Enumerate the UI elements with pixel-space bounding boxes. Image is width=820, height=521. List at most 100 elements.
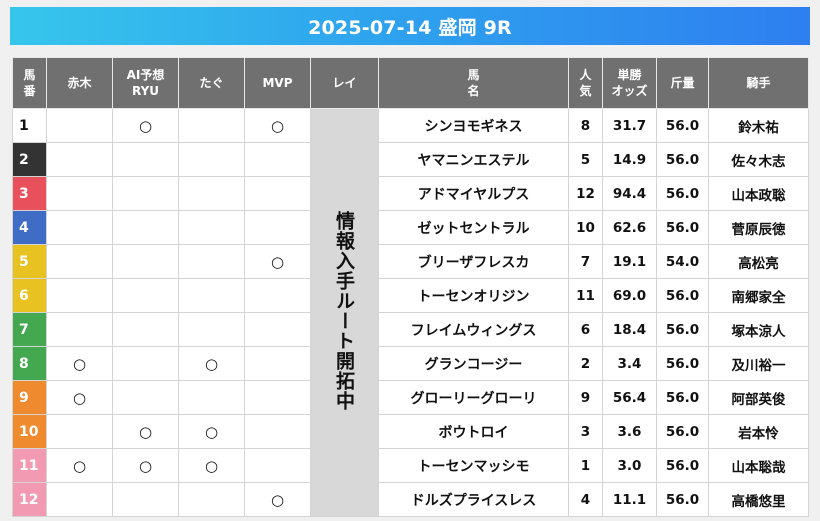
mark-mvp (244, 414, 311, 449)
race-title: 2025-07-14 盛岡 9R (10, 7, 810, 45)
mark-mvp: ○ (244, 244, 311, 279)
carried-weight: 56.0 (656, 142, 709, 177)
carried-weight: 56.0 (656, 448, 709, 483)
mark-tagu (178, 108, 245, 143)
popularity: 5 (568, 142, 603, 177)
win-odds: 3.4 (602, 346, 657, 381)
table-row: 9 ○ グローリーグローリ 9 56.4 56.0 阿部英俊 (12, 380, 809, 415)
mark-mvp: ○ (244, 482, 311, 517)
popularity: 8 (568, 108, 603, 143)
mark-akagi: ○ (46, 346, 113, 381)
header-num: 馬番 (12, 57, 47, 109)
mark-mvp (244, 312, 311, 347)
mark-tagu (178, 312, 245, 347)
mark-ai (112, 142, 179, 177)
carried-weight: 56.0 (656, 108, 709, 143)
header-popularity: 人気 (568, 57, 603, 109)
header-rei: レイ (310, 57, 379, 109)
jockey-name: 山本聡哉 (708, 448, 809, 483)
horse-number: 3 (12, 176, 47, 211)
win-odds: 18.4 (602, 312, 657, 347)
mark-tagu: ○ (178, 448, 245, 483)
mark-ai: ○ (112, 448, 179, 483)
mark-ai (112, 482, 179, 517)
carried-weight: 56.0 (656, 210, 709, 245)
mark-ai (112, 176, 179, 211)
win-odds: 56.4 (602, 380, 657, 415)
table-header-row: 馬番 赤木 AI予想 RYU たぐ MVP レイ 馬名 人気 単勝 オッズ 斤量 騎… (12, 57, 809, 109)
header-akagi: 赤木 (46, 57, 113, 109)
mark-tagu (178, 278, 245, 313)
win-odds: 3.0 (602, 448, 657, 483)
jockey-name: 高橋悠里 (708, 482, 809, 517)
win-odds: 19.1 (602, 244, 657, 279)
table-row: 10 ○ ○ ボウトロイ 3 3.6 56.0 岩本怜 (12, 414, 809, 449)
mark-tagu (178, 482, 245, 517)
carried-weight: 56.0 (656, 346, 709, 381)
popularity: 6 (568, 312, 603, 347)
horse-name: グランコージー (378, 346, 569, 381)
mark-akagi (46, 142, 113, 177)
win-odds: 11.1 (602, 482, 657, 517)
win-odds: 31.7 (602, 108, 657, 143)
jockey-name: 岩本怜 (708, 414, 809, 449)
horse-number: 9 (12, 380, 47, 415)
table-row: 4 ゼットセントラル 10 62.6 56.0 菅原辰徳 (12, 210, 809, 245)
mark-mvp (244, 176, 311, 211)
rei-status-text: 情報入手ルート開拓中 (333, 210, 355, 411)
jockey-name: 南郷家全 (708, 278, 809, 313)
header-horse: 馬名 (378, 57, 569, 109)
horse-number: 5 (12, 244, 47, 279)
horse-name: シンヨモギネス (378, 108, 569, 143)
horse-name: ヤマニンエステル (378, 142, 569, 177)
mark-ai (112, 312, 179, 347)
table-row: 5 ○ ブリーザフレスカ 7 19.1 54.0 高松亮 (12, 244, 809, 279)
popularity: 10 (568, 210, 603, 245)
popularity: 9 (568, 380, 603, 415)
header-weight: 斤量 (656, 57, 709, 109)
mark-tagu (178, 176, 245, 211)
mark-akagi (46, 108, 113, 143)
table-row: 2 ヤマニンエステル 5 14.9 56.0 佐々木志 (12, 142, 809, 177)
horse-name: ブリーザフレスカ (378, 244, 569, 279)
mark-mvp (244, 142, 311, 177)
race-table: 馬番 赤木 AI予想 RYU たぐ MVP レイ 馬名 人気 単勝 オッズ 斤量 騎… (12, 57, 809, 517)
header-odds: 単勝 オッズ (602, 57, 657, 109)
carried-weight: 56.0 (656, 312, 709, 347)
horse-number: 8 (12, 346, 47, 381)
jockey-name: 及川裕一 (708, 346, 809, 381)
mark-mvp (244, 380, 311, 415)
carried-weight: 56.0 (656, 278, 709, 313)
mark-ai (112, 346, 179, 381)
mark-akagi (46, 210, 113, 245)
popularity: 11 (568, 278, 603, 313)
mark-mvp (244, 278, 311, 313)
table-row: 7 フレイムウィングス 6 18.4 56.0 塚本涼人 (12, 312, 809, 347)
mark-akagi (46, 482, 113, 517)
table-row: 8 ○ ○ グランコージー 2 3.4 56.0 及川裕一 (12, 346, 809, 381)
carried-weight: 56.0 (656, 176, 709, 211)
table-row: 6 トーセンオリジン 11 69.0 56.0 南郷家全 (12, 278, 809, 313)
carried-weight: 54.0 (656, 244, 709, 279)
mark-tagu: ○ (178, 414, 245, 449)
header-jockey: 騎手 (708, 57, 809, 109)
jockey-name: 山本政聡 (708, 176, 809, 211)
mark-mvp: ○ (244, 108, 311, 143)
popularity: 7 (568, 244, 603, 279)
horse-number: 6 (12, 278, 47, 313)
mark-mvp (244, 210, 311, 245)
horse-number: 2 (12, 142, 47, 177)
jockey-name: 佐々木志 (708, 142, 809, 177)
win-odds: 14.9 (602, 142, 657, 177)
mark-ai: ○ (112, 108, 179, 143)
horse-number: 11 (12, 448, 47, 483)
horse-name: トーセンオリジン (378, 278, 569, 313)
table-row: 1 ○ ○ 情報入手ルート開拓中 シンヨモギネス 8 31.7 56.0 鈴木祐 (12, 108, 809, 517)
win-odds: 3.6 (602, 414, 657, 449)
popularity: 3 (568, 414, 603, 449)
jockey-name: 鈴木祐 (708, 108, 809, 143)
mark-akagi: ○ (46, 448, 113, 483)
table-row: 12 ○ ドルズプライスレス 4 11.1 56.0 高橋悠里 (12, 482, 809, 517)
jockey-name: 高松亮 (708, 244, 809, 279)
table-row: 11 ○ ○ ○ トーセンマッシモ 1 3.0 56.0 山本聡哉 (12, 448, 809, 483)
